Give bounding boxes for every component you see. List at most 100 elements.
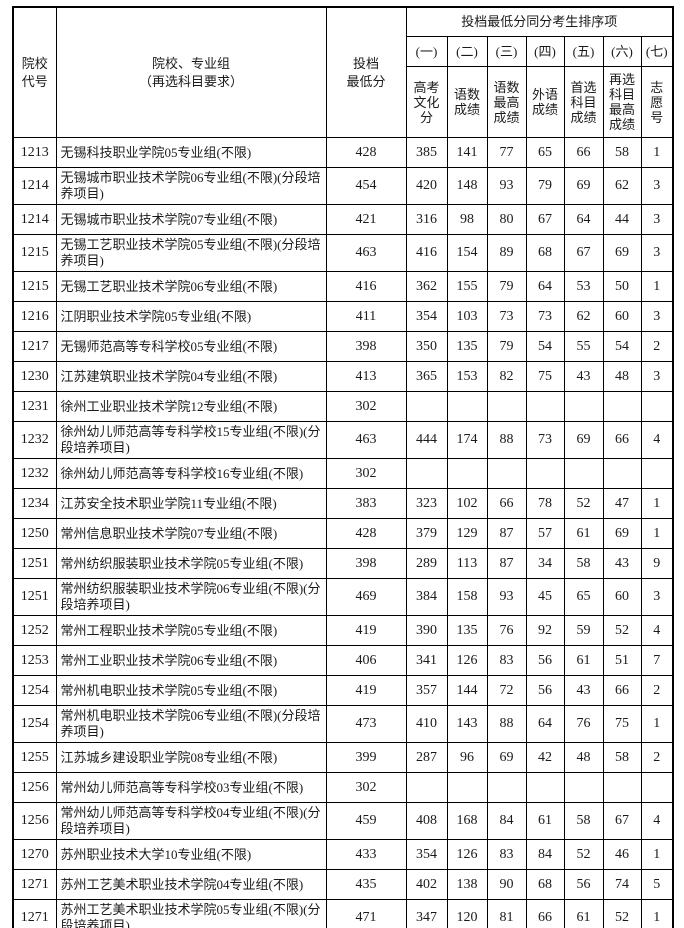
sort-score-cell: 3	[640, 167, 674, 205]
sort-score-cell: 410	[405, 705, 448, 743]
sort-score-cell: 50	[602, 271, 642, 302]
min-score-cell: 428	[325, 137, 407, 168]
table-row: 1214 无锡城市职业技术学院06专业组(不限)(分段培养项目) 454 420…	[12, 167, 674, 205]
admission-score-table: 院校 代号 院校、专业组 （再选科目要求） 投档 最低分 投档最低分同分考生排序…	[12, 6, 675, 928]
sort-score-cell: 61	[563, 645, 604, 676]
min-score-cell: 419	[325, 675, 407, 706]
college-code-cell: 1253	[12, 645, 57, 676]
sort-score-cell: 59	[563, 615, 604, 646]
college-group-cell: 无锡城市职业技术学院07专业组(不限)	[55, 204, 327, 235]
sort-score-cell: 2	[640, 742, 674, 773]
sort-score-cell	[405, 391, 448, 422]
college-group-cell: 无锡工艺职业技术学院05专业组(不限)(分段培养项目)	[55, 234, 327, 272]
header-college-group: 院校、专业组 （再选科目要求）	[55, 6, 327, 138]
min-score-cell: 302	[325, 772, 407, 803]
header-foreign-language-score: 外语 成绩	[525, 66, 565, 138]
college-group-cell: 无锡师范高等专科学校05专业组(不限)	[55, 331, 327, 362]
college-group-cell: 徐州工业职业技术学院12专业组(不限)	[55, 391, 327, 422]
sort-score-cell: 79	[525, 167, 565, 205]
sort-score-cell: 3	[640, 578, 674, 616]
sort-score-cell: 51	[602, 645, 642, 676]
college-code-cell: 1252	[12, 615, 57, 646]
sort-score-cell: 158	[446, 578, 488, 616]
college-code-cell: 1255	[12, 742, 57, 773]
college-group-cell: 常州机电职业技术学院06专业组(不限)(分段培养项目)	[55, 705, 327, 743]
sort-score-cell: 3	[640, 301, 674, 332]
sort-score-cell: 64	[563, 204, 604, 235]
sort-score-cell: 78	[525, 488, 565, 519]
college-code-cell: 1215	[12, 234, 57, 272]
sort-score-cell: 66	[486, 488, 527, 519]
sort-score-cell: 73	[486, 301, 527, 332]
sort-score-cell: 76	[486, 615, 527, 646]
sort-score-cell: 4	[640, 615, 674, 646]
min-score-cell: 428	[325, 518, 407, 549]
college-code-cell: 1214	[12, 167, 57, 205]
min-score-cell: 302	[325, 391, 407, 422]
sort-score-cell	[525, 391, 565, 422]
sort-score-cell	[405, 772, 448, 803]
college-group-cell: 无锡科技职业学院05专业组(不限)	[55, 137, 327, 168]
college-group-cell: 常州工程职业技术学院05专业组(不限)	[55, 615, 327, 646]
table-row: 1254 常州机电职业技术学院05专业组(不限) 419 357 144 72 …	[12, 675, 674, 706]
sort-score-cell: 69	[602, 518, 642, 549]
table-row: 1230 江苏建筑职业技术学院04专业组(不限) 413 365 153 82 …	[12, 361, 674, 392]
college-code-cell: 1234	[12, 488, 57, 519]
sort-score-cell: 402	[405, 869, 448, 900]
college-group-cell: 徐州幼儿师范高等专科学校16专业组(不限)	[55, 458, 327, 489]
sort-score-cell: 93	[486, 578, 527, 616]
sort-score-cell: 64	[525, 271, 565, 302]
min-score-cell: 463	[325, 421, 407, 459]
sort-score-cell: 58	[602, 742, 642, 773]
sort-score-cell: 83	[486, 645, 527, 676]
table-row: 1255 江苏城乡建设职业学院08专业组(不限) 399 287 96 69 4…	[12, 742, 674, 773]
sort-score-cell: 153	[446, 361, 488, 392]
sort-score-cell: 316	[405, 204, 448, 235]
table-header: 院校 代号 院校、专业组 （再选科目要求） 投档 最低分 投档最低分同分考生排序…	[12, 6, 674, 138]
sort-score-cell: 3	[640, 234, 674, 272]
sort-score-cell	[602, 772, 642, 803]
sort-score-cell: 83	[486, 839, 527, 870]
table-row: 1270 苏州职业技术大学10专业组(不限) 433 354 126 83 84…	[12, 839, 674, 870]
sort-score-cell: 3	[640, 361, 674, 392]
header-tiebreak-index-7: (七)	[640, 36, 674, 67]
sort-score-cell: 144	[446, 675, 488, 706]
sort-score-cell: 61	[563, 899, 604, 928]
sort-score-cell: 66	[563, 137, 604, 168]
sort-score-cell: 103	[446, 301, 488, 332]
sort-score-cell: 62	[563, 301, 604, 332]
college-group-cell: 常州幼儿师范高等专科学校03专业组(不限)	[55, 772, 327, 803]
sort-score-cell: 65	[563, 578, 604, 616]
header-college-code: 院校 代号	[12, 6, 57, 138]
sort-score-cell: 75	[602, 705, 642, 743]
sort-score-cell: 47	[602, 488, 642, 519]
sort-score-cell: 362	[405, 271, 448, 302]
sort-score-cell	[446, 391, 488, 422]
college-code-cell: 1271	[12, 899, 57, 928]
college-code-cell: 1256	[12, 772, 57, 803]
sort-score-cell: 45	[525, 578, 565, 616]
sort-score-cell	[405, 458, 448, 489]
header-primary-subject-score: 首选 科目 成绩	[563, 66, 604, 138]
sort-score-cell: 350	[405, 331, 448, 362]
college-group-cell: 常州机电职业技术学院05专业组(不限)	[55, 675, 327, 706]
sort-score-cell	[602, 391, 642, 422]
sort-score-cell: 141	[446, 137, 488, 168]
sort-score-cell: 96	[446, 742, 488, 773]
sort-score-cell: 75	[525, 361, 565, 392]
sort-score-cell: 341	[405, 645, 448, 676]
sort-score-cell	[640, 458, 674, 489]
min-score-cell: 433	[325, 839, 407, 870]
sort-score-cell: 174	[446, 421, 488, 459]
sort-score-cell: 66	[602, 675, 642, 706]
sort-score-cell: 1	[640, 705, 674, 743]
sort-score-cell: 34	[525, 548, 565, 579]
sort-score-cell: 58	[563, 548, 604, 579]
college-code-cell: 1213	[12, 137, 57, 168]
sort-score-cell: 120	[446, 899, 488, 928]
sort-score-cell	[446, 772, 488, 803]
college-group-cell: 常州纺织服装职业技术学院06专业组(不限)(分段培养项目)	[55, 578, 327, 616]
sort-score-cell: 148	[446, 167, 488, 205]
sort-score-cell: 46	[602, 839, 642, 870]
sort-score-cell: 48	[563, 742, 604, 773]
